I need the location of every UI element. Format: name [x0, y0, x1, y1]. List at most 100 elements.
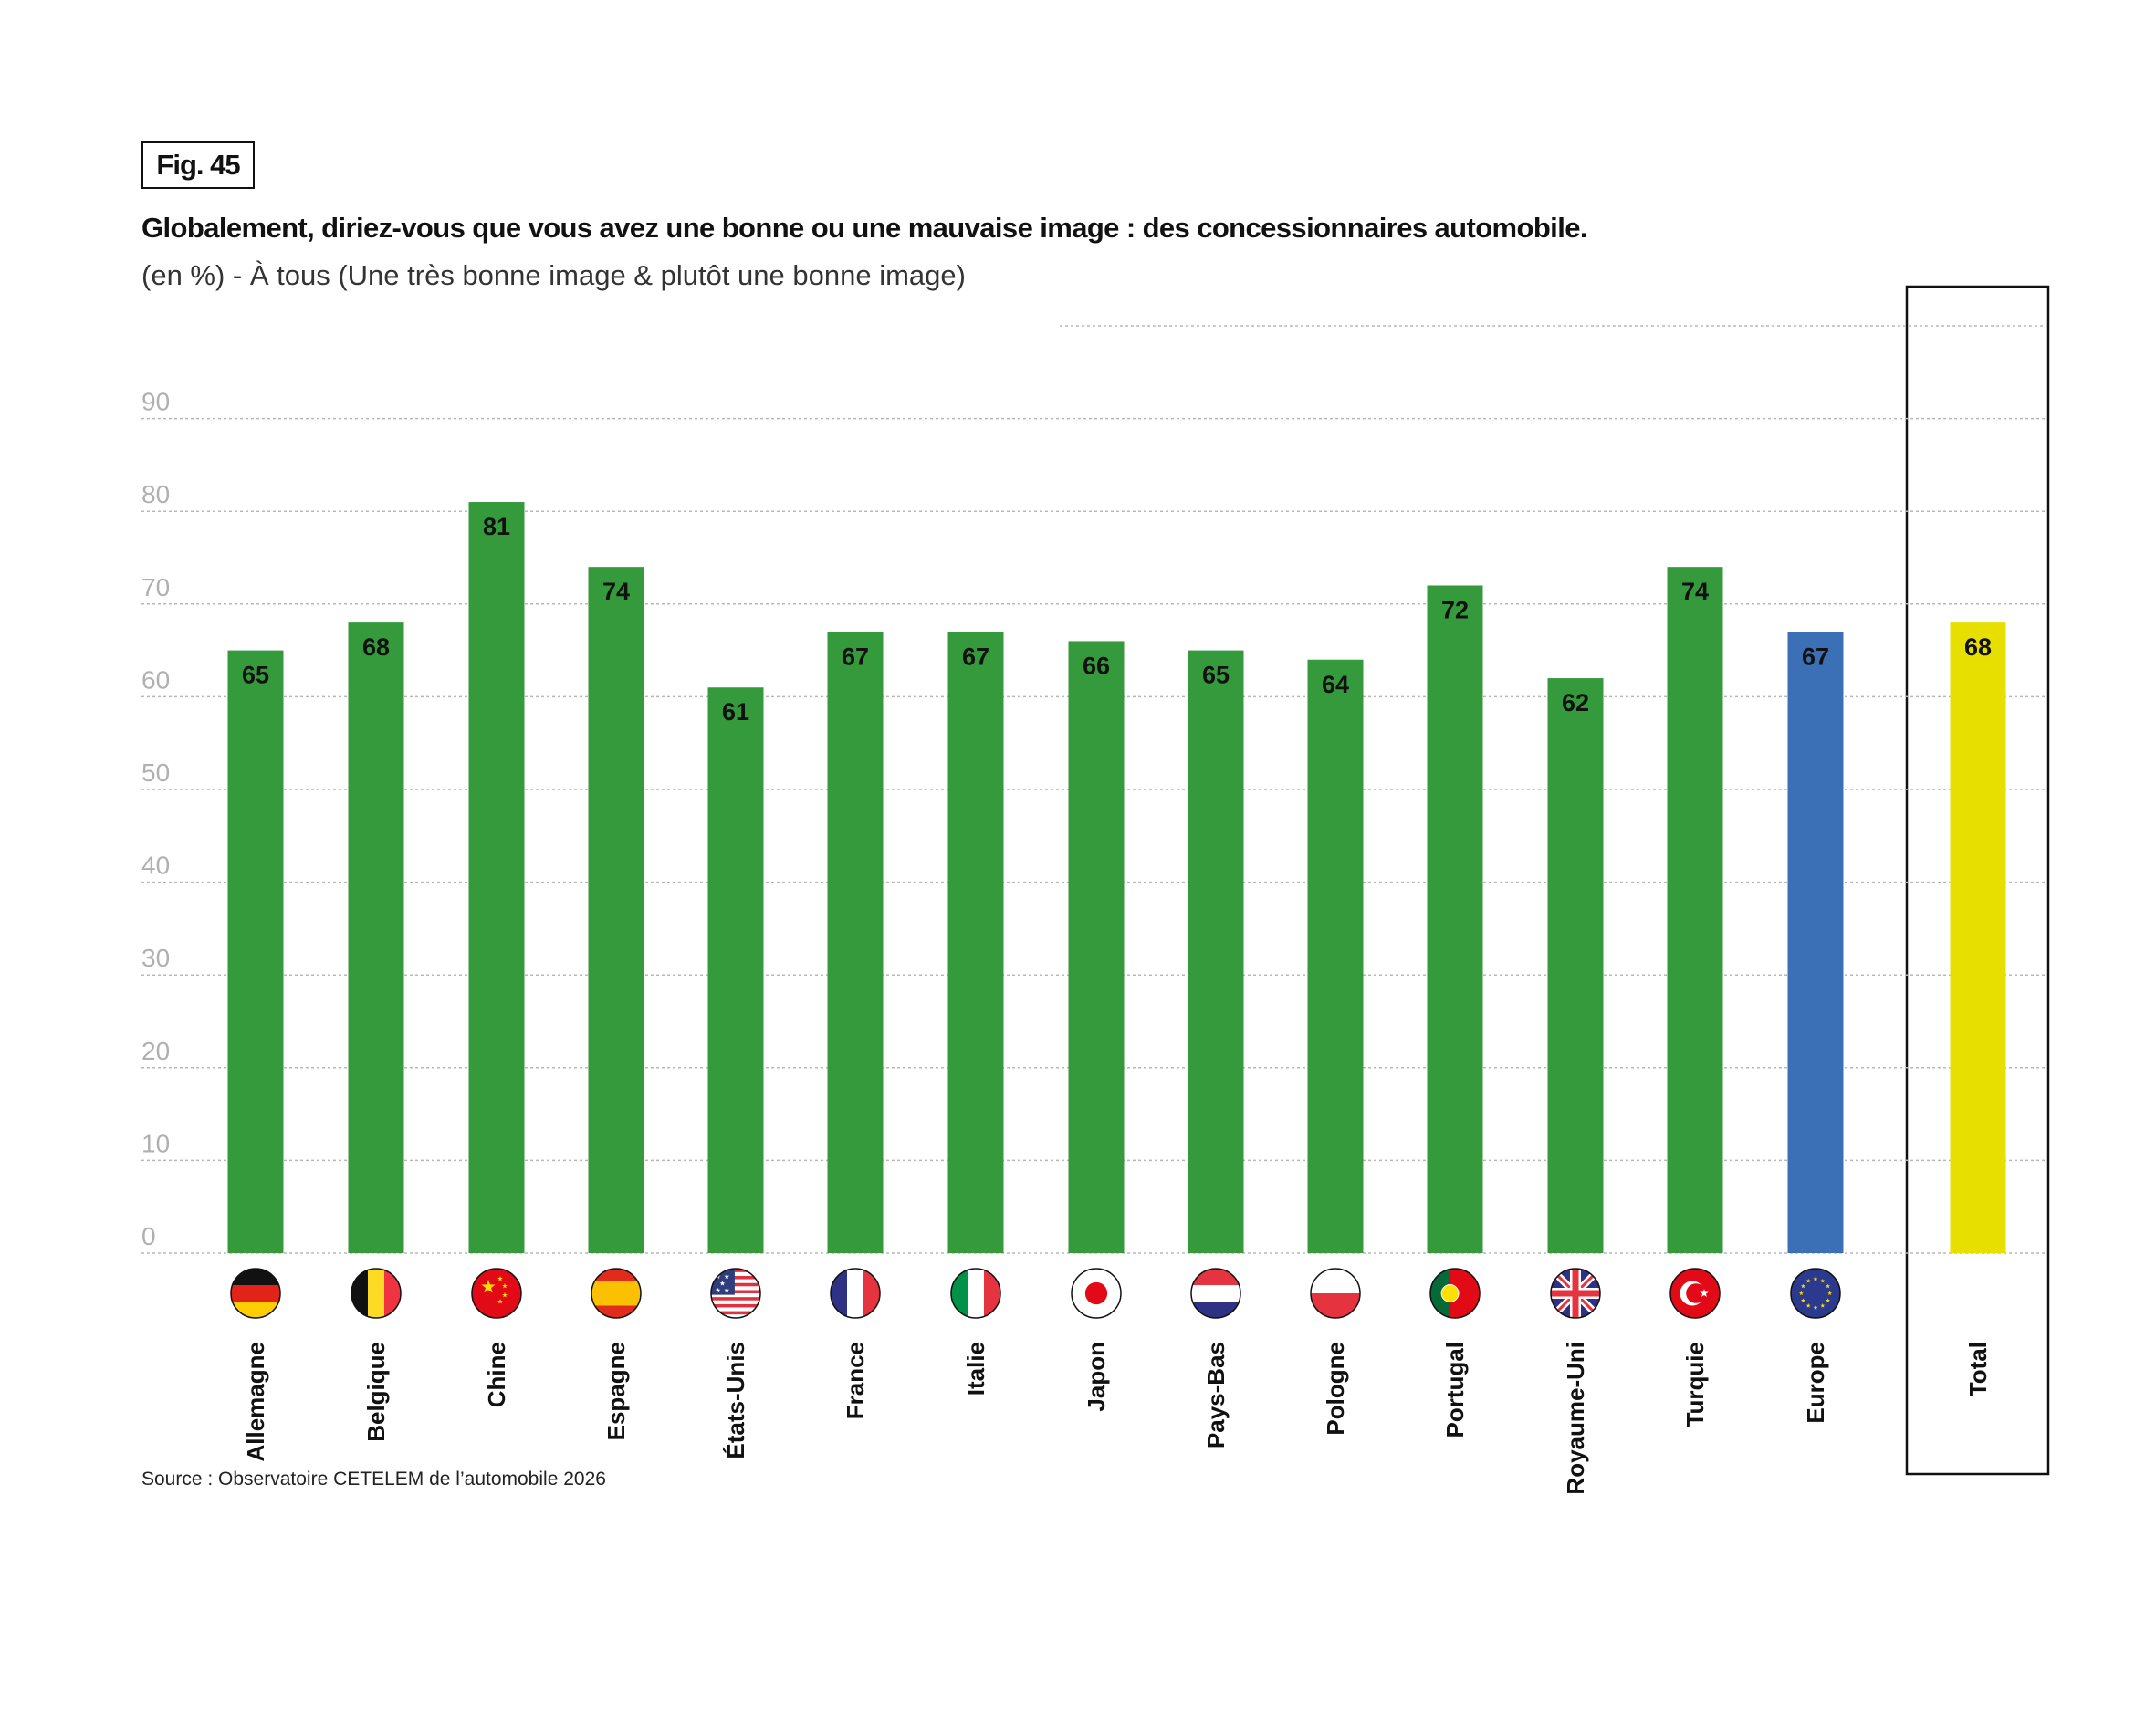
star — [1820, 1303, 1826, 1308]
bar-Espagne — [588, 567, 644, 1253]
y-tick-label: 50 — [141, 758, 170, 787]
flag-pl-icon — [1310, 1268, 1361, 1319]
flag-outline — [591, 1268, 642, 1319]
flag-jp-icon — [1071, 1268, 1122, 1319]
flag-nl-icon — [1190, 1268, 1241, 1319]
flag-pt-icon — [1429, 1268, 1481, 1319]
flag-eu-icon — [1790, 1268, 1841, 1319]
value-label: 67 — [842, 643, 869, 670]
bar-Italie — [947, 632, 1004, 1253]
value-label: 67 — [962, 643, 989, 670]
bar-Portugal — [1427, 585, 1483, 1253]
flag-stripe — [711, 1314, 760, 1318]
flag-stripe — [847, 1269, 864, 1318]
flag-outline — [230, 1268, 281, 1319]
bar-Total — [1950, 622, 2006, 1253]
flag-cn-icon — [471, 1268, 522, 1319]
flag-stripe — [1430, 1269, 1450, 1318]
flag-stripe — [231, 1302, 280, 1318]
flag-stripe — [384, 1269, 401, 1318]
flag-stripe — [231, 1269, 280, 1286]
flag-bg — [472, 1269, 521, 1318]
source-note: Source : Observatoire CETELEM de l’autom… — [141, 1469, 606, 1490]
y-tick-label: 80 — [141, 480, 170, 508]
bar-Royaume-Uni — [1547, 678, 1604, 1253]
flag-body — [472, 1269, 521, 1318]
y-tick-label: 20 — [141, 1037, 170, 1065]
star — [497, 1299, 503, 1304]
flag-outline — [830, 1268, 881, 1319]
value-label: 65 — [242, 662, 269, 689]
star — [1826, 1298, 1830, 1302]
value-label: 61 — [722, 698, 749, 726]
bar-États-Unis — [707, 687, 764, 1253]
figure-label: Fig. 45 — [141, 141, 255, 189]
category-label: Japon — [1083, 1342, 1110, 1412]
flag-stripe — [711, 1303, 760, 1308]
flag-emblem — [1440, 1284, 1460, 1302]
y-tick-label: 0 — [141, 1222, 156, 1250]
star — [1827, 1291, 1833, 1296]
y-tick-label: 60 — [141, 665, 170, 694]
flag-stripe — [231, 1285, 280, 1302]
category-label: Total — [1964, 1342, 1992, 1396]
star — [724, 1287, 730, 1293]
star — [502, 1283, 508, 1289]
chart-title: Globalement, diriez-vous que vous avez u… — [141, 212, 1587, 244]
flag-de-icon — [230, 1268, 281, 1319]
flag-be-icon — [351, 1268, 402, 1319]
flag-body — [831, 1269, 880, 1318]
flag-stripe — [711, 1269, 760, 1273]
star — [502, 1292, 508, 1298]
flag-stripe — [591, 1293, 641, 1306]
flag-stripe — [1191, 1302, 1240, 1318]
flag-outline — [471, 1268, 522, 1319]
flag-stripe — [1191, 1285, 1240, 1302]
flag-stripe — [711, 1293, 760, 1298]
flag-gb-icon — [1550, 1268, 1601, 1319]
star — [1805, 1278, 1811, 1283]
value-label: 72 — [1441, 596, 1469, 623]
y-tick-label: 30 — [141, 944, 170, 972]
flag-stripe — [351, 1269, 369, 1318]
flag-stripe — [1191, 1269, 1240, 1286]
flag-fr-icon — [830, 1268, 881, 1319]
flag-stripe — [711, 1282, 760, 1287]
category-label: Pays-Bas — [1202, 1342, 1230, 1448]
flag-stripe — [831, 1269, 848, 1318]
flag-body — [1791, 1269, 1840, 1318]
star — [1813, 1276, 1818, 1281]
bar-Allemagne — [227, 650, 284, 1253]
bar-Pays-Bas — [1188, 650, 1244, 1253]
star — [1700, 1289, 1709, 1297]
flag-crescent-cut — [1686, 1283, 1706, 1303]
star — [1801, 1298, 1805, 1302]
flag-stripe — [1311, 1269, 1360, 1294]
value-label: 74 — [1681, 578, 1709, 605]
category-label: Italie — [962, 1342, 989, 1396]
category-label: Espagne — [602, 1342, 630, 1440]
flag-stripe — [711, 1275, 760, 1280]
star — [481, 1280, 496, 1293]
total-highlight-box — [1905, 285, 2050, 1476]
category-label: États-Unis — [722, 1342, 749, 1459]
flag-body — [1551, 1269, 1600, 1318]
y-tick-label: 90 — [141, 388, 170, 416]
flag-body — [231, 1269, 280, 1318]
value-label: 67 — [1802, 643, 1829, 670]
flag-disc — [1084, 1281, 1108, 1305]
chart-subtitle: (en %) - À tous (Une très bonne image & … — [141, 259, 966, 291]
value-label: 68 — [362, 633, 390, 661]
star — [1820, 1278, 1826, 1283]
star — [1801, 1283, 1805, 1289]
flag-stripe — [863, 1269, 880, 1318]
flag-body — [351, 1269, 401, 1318]
flag-outline — [1071, 1268, 1122, 1319]
flag-stripe — [368, 1269, 385, 1318]
flag-outline — [710, 1268, 761, 1319]
flag-tr-icon — [1669, 1268, 1721, 1319]
flag-stripe — [711, 1296, 760, 1302]
value-label: 68 — [1964, 633, 1992, 661]
category-label: Pologne — [1322, 1342, 1349, 1436]
flag-outline — [1429, 1268, 1481, 1319]
